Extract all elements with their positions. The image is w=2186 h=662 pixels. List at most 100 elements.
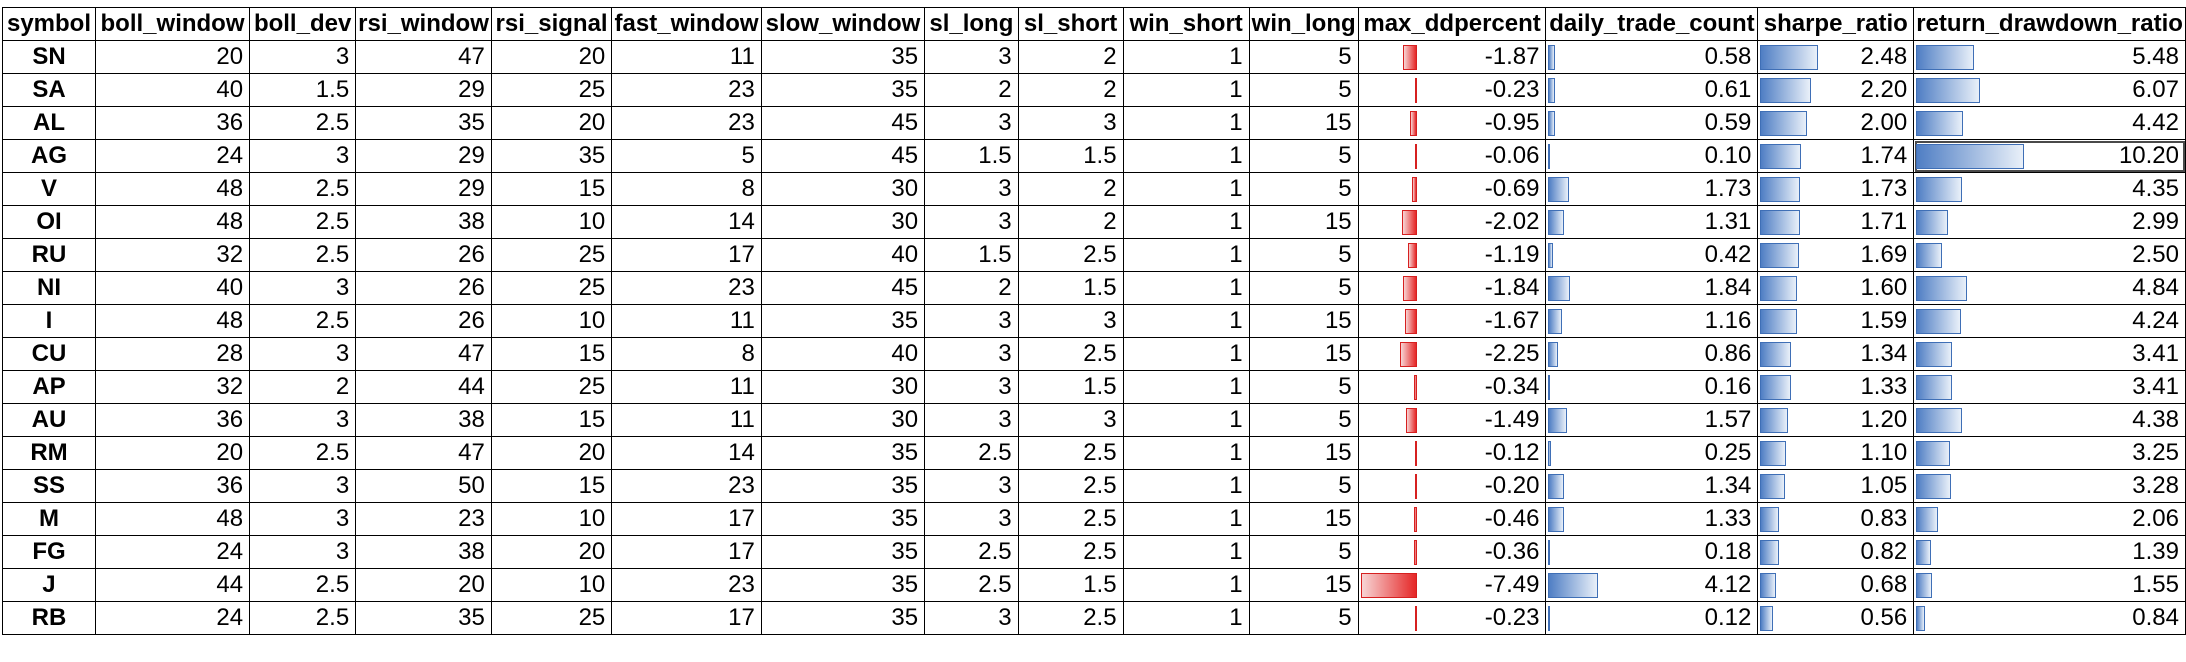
- cell-fast-window[interactable]: 23: [611, 73, 762, 107]
- cell-sharpe-ratio[interactable]: 1.73: [1757, 172, 1915, 206]
- cell-max-ddpercent[interactable]: -0.69: [1357, 172, 1547, 206]
- cell-win-long[interactable]: 5: [1248, 403, 1359, 437]
- cell-slow-window[interactable]: 35: [760, 535, 926, 569]
- cell-sharpe-ratio[interactable]: 1.69: [1757, 238, 1915, 272]
- cell-max-ddpercent[interactable]: -0.95: [1357, 106, 1547, 140]
- column-header-sl-short[interactable]: sl_short: [1017, 7, 1124, 41]
- cell-win-short[interactable]: 1: [1122, 40, 1250, 74]
- cell-return-drawdown-ratio[interactable]: 4.42: [1913, 106, 2186, 140]
- cell-rsi-window[interactable]: 44: [355, 370, 492, 404]
- cell-sharpe-ratio[interactable]: 0.83: [1757, 502, 1915, 536]
- cell-return-drawdown-ratio[interactable]: 0.84: [1913, 601, 2186, 635]
- cell-rsi-window[interactable]: 29: [355, 73, 492, 107]
- cell-rsi-window[interactable]: 47: [355, 436, 492, 470]
- cell-symbol[interactable]: OI: [2, 205, 96, 239]
- cell-win-short[interactable]: 1: [1122, 106, 1250, 140]
- cell-fast-window[interactable]: 17: [611, 535, 762, 569]
- cell-sharpe-ratio[interactable]: 1.34: [1757, 337, 1915, 371]
- cell-daily-trade-count[interactable]: 0.25: [1545, 436, 1759, 470]
- cell-symbol[interactable]: CU: [2, 337, 96, 371]
- cell-boll-window[interactable]: 20: [94, 436, 251, 470]
- cell-slow-window[interactable]: 35: [760, 40, 926, 74]
- cell-daily-trade-count[interactable]: 0.12: [1545, 601, 1759, 635]
- cell-win-long[interactable]: 5: [1248, 271, 1359, 305]
- cell-fast-window[interactable]: 14: [611, 436, 762, 470]
- cell-symbol[interactable]: M: [2, 502, 96, 536]
- cell-win-long[interactable]: 15: [1248, 436, 1359, 470]
- cell-daily-trade-count[interactable]: 0.10: [1545, 139, 1759, 173]
- cell-rsi-signal[interactable]: 25: [490, 271, 613, 305]
- cell-sharpe-ratio[interactable]: 1.71: [1757, 205, 1915, 239]
- cell-daily-trade-count[interactable]: 0.59: [1545, 106, 1759, 140]
- cell-rsi-signal[interactable]: 10: [490, 205, 613, 239]
- column-header-boll-dev[interactable]: boll_dev: [249, 7, 357, 41]
- cell-symbol[interactable]: RM: [2, 436, 96, 470]
- cell-return-drawdown-ratio[interactable]: 4.84: [1913, 271, 2186, 305]
- cell-boll-window[interactable]: 24: [94, 601, 251, 635]
- cell-boll-dev[interactable]: 2.5: [249, 436, 357, 470]
- cell-daily-trade-count[interactable]: 1.31: [1545, 205, 1759, 239]
- cell-sl-short[interactable]: 2.5: [1017, 238, 1124, 272]
- cell-return-drawdown-ratio[interactable]: 1.39: [1913, 535, 2186, 569]
- cell-win-short[interactable]: 1: [1122, 139, 1250, 173]
- cell-return-drawdown-ratio[interactable]: 4.24: [1913, 304, 2186, 338]
- column-header-sl-long[interactable]: sl_long: [924, 7, 1019, 41]
- column-header-symbol[interactable]: symbol: [2, 7, 96, 41]
- cell-max-ddpercent[interactable]: -2.02: [1357, 205, 1547, 239]
- cell-boll-dev[interactable]: 3: [249, 535, 357, 569]
- cell-boll-dev[interactable]: 3: [249, 337, 357, 371]
- cell-win-short[interactable]: 1: [1122, 535, 1250, 569]
- cell-rsi-signal[interactable]: 25: [490, 601, 613, 635]
- cell-win-long[interactable]: 5: [1248, 238, 1359, 272]
- cell-boll-window[interactable]: 32: [94, 238, 251, 272]
- cell-fast-window[interactable]: 14: [611, 205, 762, 239]
- cell-boll-window[interactable]: 40: [94, 73, 251, 107]
- cell-win-long[interactable]: 5: [1248, 535, 1359, 569]
- cell-slow-window[interactable]: 35: [760, 436, 926, 470]
- cell-return-drawdown-ratio[interactable]: 4.38: [1913, 403, 2186, 437]
- cell-fast-window[interactable]: 11: [611, 403, 762, 437]
- cell-fast-window[interactable]: 23: [611, 469, 762, 503]
- cell-win-short[interactable]: 1: [1122, 304, 1250, 338]
- column-header-max-ddpercent[interactable]: max_ddpercent: [1357, 7, 1547, 41]
- cell-slow-window[interactable]: 35: [760, 469, 926, 503]
- cell-max-ddpercent[interactable]: -1.87: [1357, 40, 1547, 74]
- cell-fast-window[interactable]: 17: [611, 238, 762, 272]
- cell-symbol[interactable]: FG: [2, 535, 96, 569]
- cell-boll-dev[interactable]: 3: [249, 469, 357, 503]
- column-header-fast-window[interactable]: fast_window: [611, 7, 762, 41]
- cell-sl-short[interactable]: 3: [1017, 403, 1124, 437]
- column-header-rsi-signal[interactable]: rsi_signal: [490, 7, 613, 41]
- cell-sl-long[interactable]: 3: [924, 502, 1019, 536]
- column-header-rsi-window[interactable]: rsi_window: [355, 7, 492, 41]
- cell-sl-short[interactable]: 2: [1017, 172, 1124, 206]
- cell-slow-window[interactable]: 30: [760, 205, 926, 239]
- cell-boll-dev[interactable]: 3: [249, 40, 357, 74]
- cell-rsi-window[interactable]: 47: [355, 40, 492, 74]
- cell-win-long[interactable]: 15: [1248, 502, 1359, 536]
- cell-win-long[interactable]: 5: [1248, 601, 1359, 635]
- cell-rsi-window[interactable]: 20: [355, 568, 492, 602]
- cell-sharpe-ratio[interactable]: 0.68: [1757, 568, 1915, 602]
- column-header-win-short[interactable]: win_short: [1122, 7, 1250, 41]
- cell-sl-short[interactable]: 1.5: [1017, 568, 1124, 602]
- cell-sl-long[interactable]: 2.5: [924, 535, 1019, 569]
- cell-sharpe-ratio[interactable]: 2.00: [1757, 106, 1915, 140]
- cell-sl-long[interactable]: 2.5: [924, 436, 1019, 470]
- cell-sharpe-ratio[interactable]: 1.60: [1757, 271, 1915, 305]
- cell-boll-dev[interactable]: 2.5: [249, 601, 357, 635]
- cell-rsi-signal[interactable]: 15: [490, 172, 613, 206]
- cell-sl-long[interactable]: 3: [924, 304, 1019, 338]
- cell-boll-dev[interactable]: 2.5: [249, 172, 357, 206]
- cell-sl-long[interactable]: 3: [924, 106, 1019, 140]
- cell-sharpe-ratio[interactable]: 1.05: [1757, 469, 1915, 503]
- cell-sl-short[interactable]: 2.5: [1017, 502, 1124, 536]
- cell-sl-long[interactable]: 2.5: [924, 568, 1019, 602]
- cell-slow-window[interactable]: 40: [760, 238, 926, 272]
- cell-fast-window[interactable]: 11: [611, 40, 762, 74]
- cell-win-long[interactable]: 5: [1248, 73, 1359, 107]
- cell-symbol[interactable]: AP: [2, 370, 96, 404]
- cell-slow-window[interactable]: 35: [760, 502, 926, 536]
- cell-rsi-signal[interactable]: 10: [490, 568, 613, 602]
- cell-boll-dev[interactable]: 3: [249, 271, 357, 305]
